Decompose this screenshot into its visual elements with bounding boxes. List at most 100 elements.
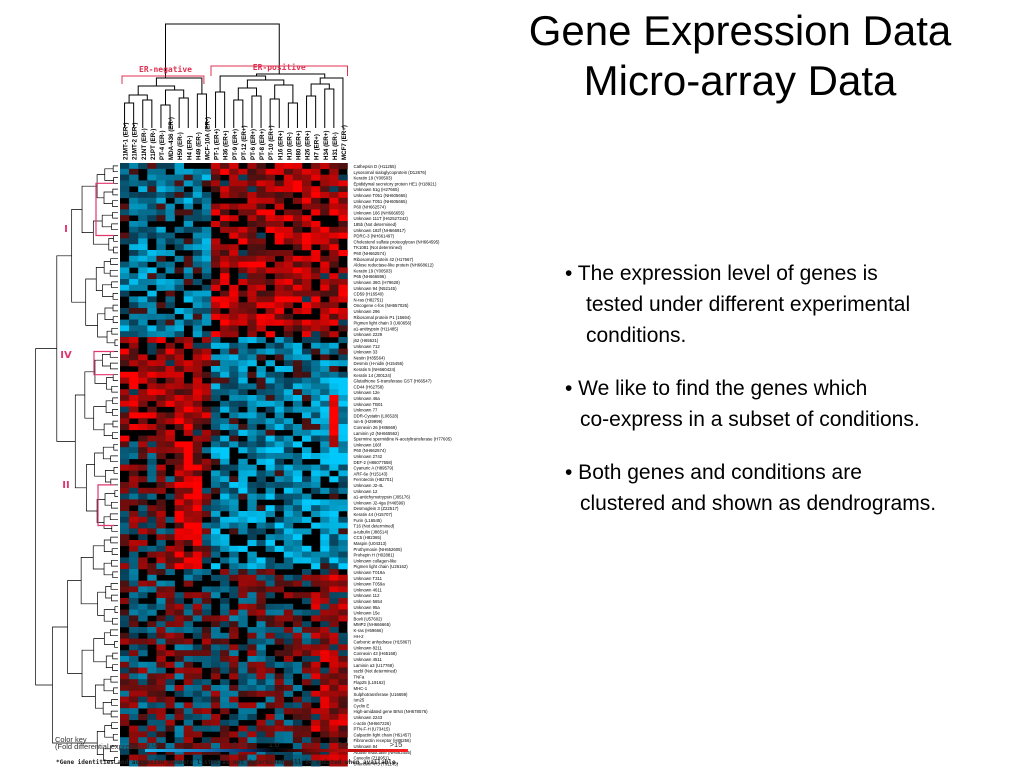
heatmap-cell bbox=[329, 290, 339, 297]
heatmap-cell bbox=[129, 667, 139, 674]
heatmap-cell bbox=[311, 429, 321, 436]
heatmap-cell bbox=[174, 400, 184, 407]
heatmap-cell bbox=[302, 731, 312, 738]
heatmap-cell bbox=[183, 679, 194, 686]
dendrogram-link bbox=[112, 293, 118, 300]
gene-label: Glutathione S-transferase GST (H66547) bbox=[354, 379, 433, 384]
dendrogram-link bbox=[112, 200, 118, 207]
heatmap-cell bbox=[165, 232, 175, 239]
heatmap-cell bbox=[238, 522, 248, 529]
heatmap-cell bbox=[165, 603, 175, 610]
heatmap-cell bbox=[320, 226, 330, 233]
heatmap-cell bbox=[320, 261, 330, 268]
heatmap-cell bbox=[192, 348, 203, 355]
heatmap-cell bbox=[283, 377, 294, 384]
heatmap-cell bbox=[229, 545, 239, 552]
heatmap-cell bbox=[201, 360, 212, 367]
heatmap-cell bbox=[156, 470, 166, 477]
heatmap-cell bbox=[320, 557, 330, 564]
heatmap-cell bbox=[229, 215, 239, 222]
heatmap-cell bbox=[156, 163, 166, 170]
heatmap-cell bbox=[320, 418, 330, 425]
heatmap-cell bbox=[174, 406, 184, 413]
cluster-labels: I IV II bbox=[60, 224, 72, 491]
heatmap-cell bbox=[229, 516, 239, 523]
heatmap-cell bbox=[338, 371, 348, 378]
heatmap-cell bbox=[165, 412, 175, 419]
heatmap-cell bbox=[165, 760, 175, 767]
heatmap-cell bbox=[302, 395, 312, 402]
heatmap-cell bbox=[229, 424, 239, 431]
heatmap-cell bbox=[329, 360, 339, 367]
heatmap-cell bbox=[311, 470, 321, 477]
gene-label: Laminin y2 (NH665562) bbox=[354, 431, 400, 436]
heatmap-cell bbox=[283, 615, 294, 622]
heatmap-cell bbox=[338, 325, 348, 332]
heatmap-cell bbox=[320, 708, 330, 715]
heatmap-cell bbox=[338, 284, 348, 291]
heatmap-cell bbox=[320, 302, 330, 309]
heatmap-cell bbox=[338, 389, 348, 396]
heatmap-cell bbox=[220, 534, 230, 541]
heatmap-cell bbox=[329, 342, 339, 349]
heatmap-cell bbox=[201, 696, 212, 703]
heatmap-cell bbox=[247, 679, 257, 686]
heatmap-cell bbox=[283, 719, 294, 726]
heatmap-cell bbox=[229, 412, 239, 419]
heatmap-cell bbox=[329, 650, 339, 657]
heatmap-cell bbox=[174, 754, 184, 761]
heatmap-cell bbox=[329, 632, 339, 639]
heatmap-cell bbox=[147, 493, 157, 500]
heatmap-cell bbox=[220, 267, 230, 274]
heatmap-cell bbox=[229, 302, 239, 309]
heatmap-cell bbox=[311, 360, 321, 367]
heatmap-cell bbox=[292, 255, 303, 262]
heatmap-cell bbox=[292, 638, 303, 645]
heatmap-cell bbox=[156, 511, 166, 518]
heatmap-cell bbox=[338, 226, 348, 233]
heatmap-cell bbox=[302, 203, 312, 210]
dendrogram-link bbox=[112, 617, 118, 625]
heatmap-cell bbox=[292, 383, 303, 390]
heatmap-cell bbox=[247, 743, 257, 750]
heatmap-cell bbox=[329, 714, 339, 721]
heatmap-cell bbox=[120, 441, 130, 448]
heatmap-cell bbox=[192, 458, 203, 465]
heatmap-cell bbox=[265, 569, 275, 576]
heatmap-cell bbox=[247, 470, 257, 477]
heatmap-cell bbox=[147, 458, 157, 465]
heatmap-cell bbox=[329, 308, 339, 315]
heatmap-cell bbox=[238, 702, 248, 709]
heatmap-cell bbox=[156, 615, 166, 622]
heatmap-cell bbox=[220, 743, 230, 750]
heatmap-cell bbox=[302, 331, 312, 338]
heatmap-cell bbox=[338, 308, 348, 315]
heatmap-cell bbox=[192, 656, 203, 663]
heatmap-cell bbox=[283, 226, 294, 233]
heatmap-cell bbox=[256, 685, 266, 692]
heatmap-cell bbox=[156, 685, 166, 692]
heatmap-cell bbox=[238, 754, 248, 761]
color-key-caption: Color key bbox=[55, 735, 87, 744]
heatmap-cell bbox=[265, 360, 275, 367]
heatmap-cell bbox=[247, 487, 257, 494]
heatmap-cell bbox=[156, 679, 166, 686]
heatmap-cell bbox=[211, 551, 221, 558]
heatmap-cell bbox=[238, 429, 248, 436]
heatmap-cell bbox=[174, 731, 184, 738]
heatmap-cell bbox=[147, 725, 157, 732]
heatmap-cell bbox=[183, 661, 194, 668]
heatmap-cell bbox=[192, 667, 203, 674]
heatmap-cell bbox=[238, 690, 248, 697]
heatmap-cell bbox=[292, 261, 303, 268]
heatmap-cell bbox=[320, 592, 330, 599]
heatmap-cell bbox=[302, 464, 312, 471]
heatmap-cell bbox=[201, 215, 212, 222]
heatmap-cell bbox=[165, 325, 175, 332]
heatmap-cell bbox=[320, 679, 330, 686]
heatmap-cell bbox=[283, 505, 294, 512]
heatmap-cell bbox=[283, 603, 294, 610]
heatmap-cell bbox=[147, 696, 157, 703]
heatmap-cell bbox=[320, 244, 330, 251]
heatmap-cell bbox=[220, 708, 230, 715]
